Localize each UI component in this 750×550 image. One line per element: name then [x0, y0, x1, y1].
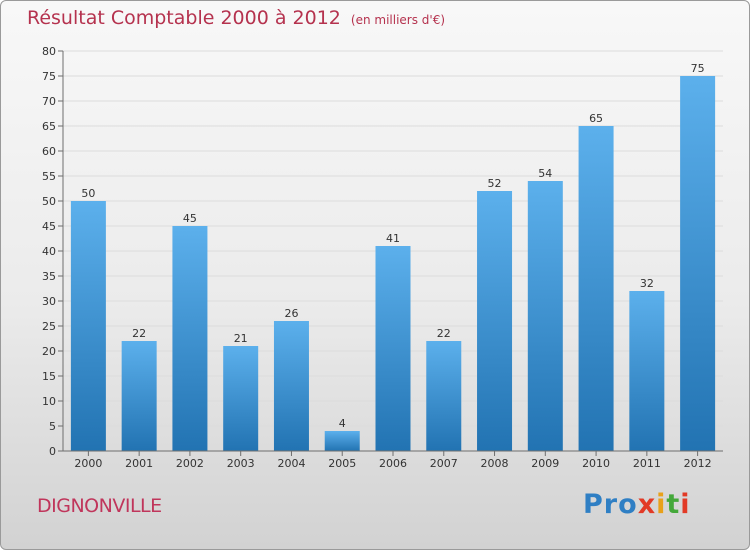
bar-2008	[477, 191, 513, 451]
value-label: 45	[183, 212, 197, 225]
municipality-name: DIGNONVILLE	[37, 495, 162, 517]
value-label: 50	[81, 187, 95, 200]
logo-letter: P	[583, 489, 604, 520]
x-tick-label: 2001	[125, 457, 153, 470]
bars	[70, 76, 716, 451]
logo-letter: r	[603, 489, 619, 520]
y-tick-label: 10	[42, 395, 56, 408]
x-tick-label: 2009	[531, 457, 559, 470]
y-tick-label: 55	[42, 170, 56, 183]
value-label: 21	[234, 332, 248, 345]
x-tick-label: 2005	[328, 457, 356, 470]
chart-title: Résultat Comptable 2000 à 2012 (en millie…	[27, 7, 445, 29]
value-label: 75	[691, 62, 705, 75]
y-tick-label: 20	[42, 345, 56, 358]
y-tick-label: 35	[42, 270, 56, 283]
proxiti-logo: Proxiti	[583, 489, 691, 520]
bar-2012	[680, 76, 716, 451]
x-tick-label: 2010	[582, 457, 610, 470]
x-tick-label: 2002	[176, 457, 204, 470]
bar-2003	[223, 346, 259, 451]
x-tick-label: 2011	[633, 457, 661, 470]
axes	[58, 50, 723, 456]
value-label: 41	[386, 232, 400, 245]
y-tick-label: 75	[42, 70, 56, 83]
x-tick-label: 2003	[227, 457, 255, 470]
bar-2009	[527, 181, 563, 451]
y-tick-label: 15	[42, 370, 56, 383]
logo-letter: i	[680, 489, 691, 520]
y-tick-label: 40	[42, 245, 56, 258]
value-label: 4	[339, 417, 346, 430]
chart-subtitle: (en milliers d'€)	[350, 13, 446, 27]
labels: 0 5 10 15 20 25 30 35 40 45 50 55 60 65 70 75 80 50 2000 22…	[42, 45, 712, 470]
y-tick-label: 30	[42, 295, 56, 308]
logo-letter: o	[618, 489, 638, 520]
bar-2011	[629, 291, 665, 451]
bar-2006	[375, 246, 411, 451]
x-tick-label: 2012	[684, 457, 712, 470]
y-tick-label: 25	[42, 320, 56, 333]
bar-2005	[324, 431, 360, 451]
chart-title-text: Résultat Comptable 2000 à 2012	[27, 7, 341, 29]
value-label: 65	[589, 112, 603, 125]
value-label: 54	[538, 167, 552, 180]
y-tick-label: 50	[42, 195, 56, 208]
x-tick-label: 2006	[379, 457, 407, 470]
logo-letter: t	[666, 489, 681, 520]
value-label: 26	[284, 307, 298, 320]
x-tick-label: 2007	[430, 457, 458, 470]
value-label: 52	[488, 177, 502, 190]
x-tick-label: 2000	[74, 457, 102, 470]
value-label: 22	[437, 327, 451, 340]
logo-letter: x	[637, 489, 657, 520]
x-tick-label: 2008	[481, 457, 509, 470]
y-tick-label: 60	[42, 145, 56, 158]
y-tick-label: 80	[42, 45, 56, 58]
bar-2004	[273, 321, 309, 451]
y-tick-label: 0	[49, 445, 56, 458]
bar-2000	[70, 201, 106, 451]
bar-2001	[121, 341, 157, 451]
x-tick-label: 2004	[277, 457, 305, 470]
bar-2007	[426, 341, 462, 451]
bar-2002	[172, 226, 208, 451]
value-label: 22	[132, 327, 146, 340]
y-tick-label: 5	[49, 420, 56, 433]
value-label: 32	[640, 277, 654, 290]
y-tick-label: 65	[42, 120, 56, 133]
bar-2010	[578, 126, 614, 451]
y-tick-label: 70	[42, 95, 56, 108]
logo-letter: i	[656, 489, 667, 520]
y-tick-label: 45	[42, 220, 56, 233]
